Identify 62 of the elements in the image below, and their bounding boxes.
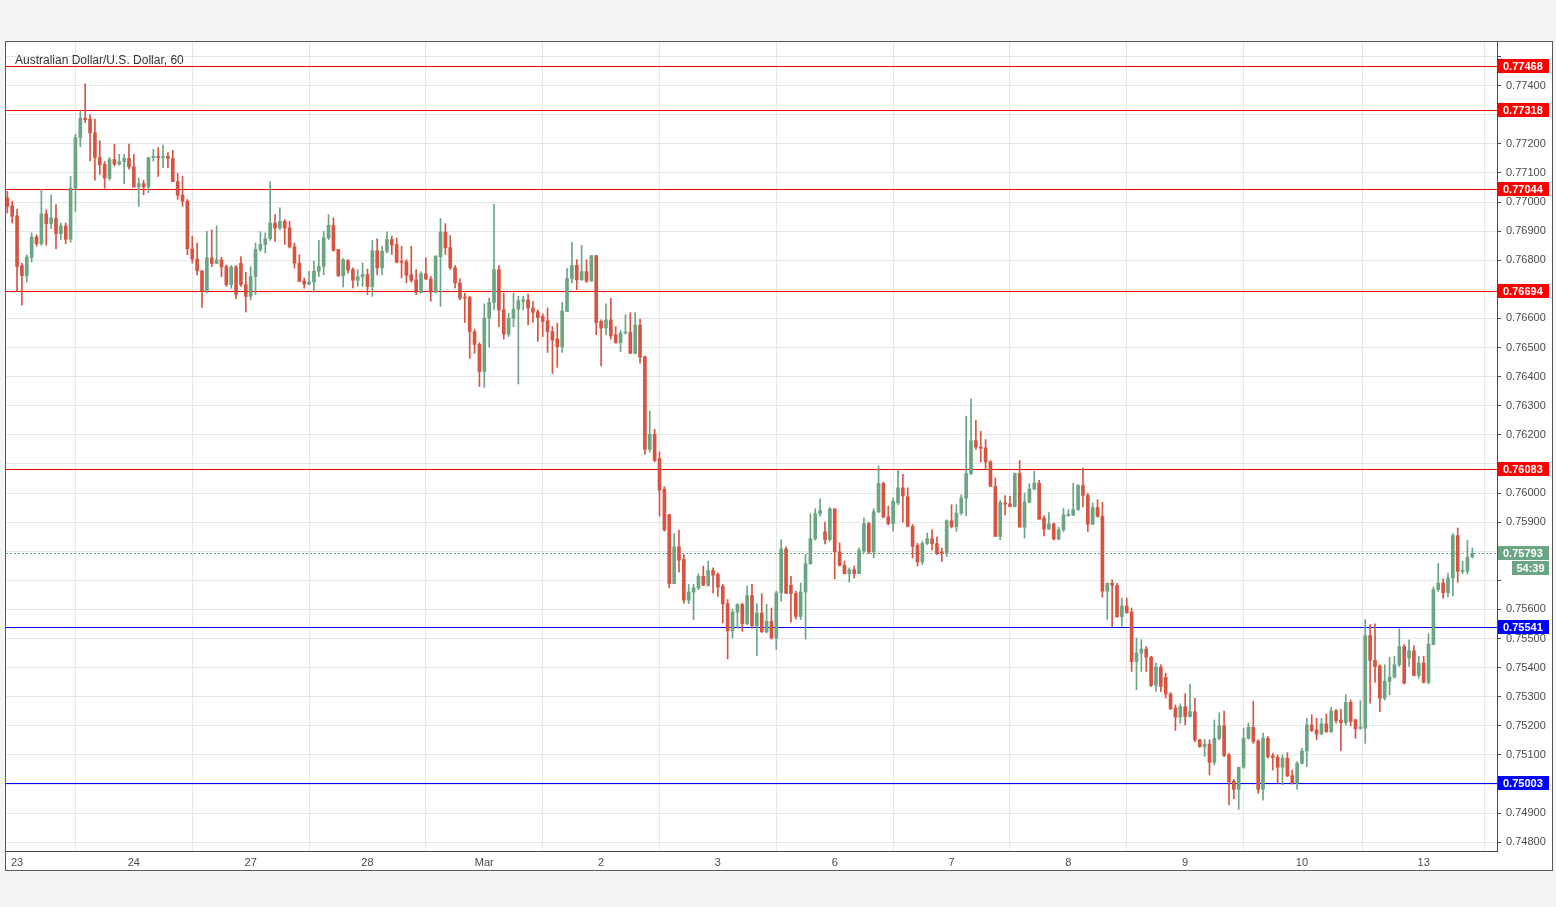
y-tick-label: 0.76300 bbox=[1506, 398, 1546, 411]
ref-line-label: 0.76694 bbox=[1503, 284, 1544, 297]
ref-line-label: 0.77318 bbox=[1503, 103, 1543, 116]
x-tick-label: 24 bbox=[127, 855, 140, 868]
ref-line-label: 0.75793 bbox=[1503, 546, 1543, 559]
y-tick-label: 0.75500 bbox=[1506, 631, 1546, 644]
y-tick-label: 0.74800 bbox=[1506, 835, 1546, 848]
text: 54:39 bbox=[1516, 561, 1545, 574]
text: Australian Dollar/U.S. Dollar, 60 bbox=[15, 53, 185, 67]
y-tick-label: 0.77400 bbox=[1506, 78, 1546, 91]
x-tick-label: 9 bbox=[1182, 855, 1189, 868]
candlestick bbox=[1188, 683, 1192, 718]
candlestick bbox=[555, 322, 560, 368]
x-tick-label: 23 bbox=[10, 855, 24, 868]
x-tick-label: 13 bbox=[1417, 855, 1430, 868]
ref-line-label: 0.77468 bbox=[1503, 59, 1543, 72]
y-tick-label: 0.76600 bbox=[1506, 311, 1546, 324]
y-tick-label: 0.77000 bbox=[1506, 195, 1546, 208]
y-tick-label: 0.75400 bbox=[1506, 660, 1546, 673]
x-tick-label: 2 bbox=[598, 855, 605, 868]
x-tick-label: 6 bbox=[831, 855, 838, 868]
candlestick bbox=[755, 603, 759, 657]
x-tick-label: 27 bbox=[244, 855, 257, 868]
x-tick-label: 7 bbox=[948, 855, 955, 868]
y-tick-label: 0.76400 bbox=[1506, 369, 1546, 382]
candlestick bbox=[49, 194, 53, 229]
ref-line-label: 0.76083 bbox=[1503, 462, 1543, 475]
candlestick bbox=[273, 214, 277, 242]
candlestick bbox=[939, 547, 944, 562]
candlestick bbox=[540, 313, 545, 337]
candlestick bbox=[209, 229, 214, 267]
candlestick bbox=[156, 147, 161, 177]
candlestick bbox=[161, 144, 165, 169]
y-tick-label: 0.77200 bbox=[1506, 136, 1546, 149]
y-tick-label: 0.77100 bbox=[1506, 165, 1546, 178]
y-tick-label: 0.76200 bbox=[1506, 427, 1546, 440]
ref-line-label: 0.75541 bbox=[1503, 620, 1543, 633]
y-tick-label: 0.75900 bbox=[1506, 515, 1546, 528]
y-tick-label: 0.76000 bbox=[1506, 486, 1546, 499]
y-tick-label: 0.76800 bbox=[1506, 253, 1546, 266]
candlestick bbox=[978, 431, 983, 463]
y-tick-label: 0.74900 bbox=[1506, 806, 1546, 819]
y-tick-label: 0.75300 bbox=[1506, 689, 1546, 702]
candlestick bbox=[136, 177, 141, 207]
y-tick-label: 0.75100 bbox=[1506, 748, 1546, 760]
candlestick bbox=[901, 474, 905, 523]
candlestick bbox=[355, 269, 360, 287]
x-tick-label: 8 bbox=[1065, 855, 1072, 868]
y-tick-label: 0.76500 bbox=[1506, 340, 1546, 353]
candlestick bbox=[1071, 482, 1076, 517]
ref-line-label: 0.77044 bbox=[1503, 182, 1544, 195]
x-tick-label: 3 bbox=[714, 855, 721, 868]
candlestick bbox=[521, 296, 526, 311]
y-tick-label: 0.76900 bbox=[1506, 224, 1546, 237]
candlestick bbox=[1105, 582, 1110, 620]
x-tick-label: 28 bbox=[361, 855, 374, 868]
y-tick-label: 0.75600 bbox=[1506, 602, 1546, 615]
candlestick bbox=[974, 419, 978, 450]
ref-line-label: 0.75003 bbox=[1503, 776, 1543, 789]
y-tick-label: 0.75200 bbox=[1506, 718, 1546, 731]
x-tick-label: 10 bbox=[1295, 855, 1309, 868]
x-tick-label: Mar bbox=[474, 855, 495, 868]
